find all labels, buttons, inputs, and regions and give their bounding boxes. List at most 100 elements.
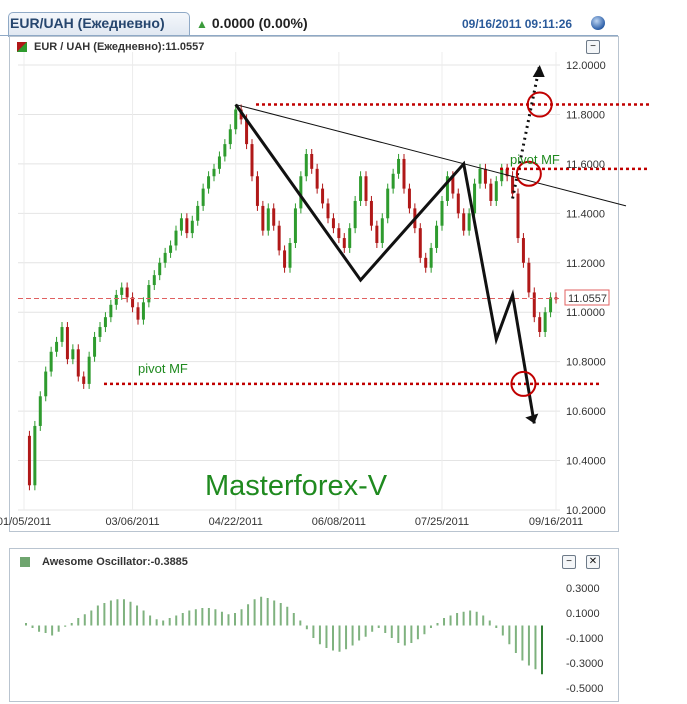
- candle: [217, 156, 221, 169]
- x-tick-label: 01/05/2011: [0, 516, 51, 528]
- oscillator-close-button[interactable]: ✕: [586, 555, 600, 569]
- oscillator-bars: [25, 596, 543, 675]
- candle: [136, 307, 140, 320]
- y-tick-label: 12.0000: [566, 60, 606, 72]
- candle: [196, 205, 200, 221]
- candle: [87, 356, 91, 384]
- x-axis-labels: 01/05/2011 03/06/2011 04/22/2011 06/08/2011…: [0, 516, 583, 528]
- candle: [478, 168, 482, 184]
- candle: [386, 188, 390, 219]
- price-tag-box: [564, 289, 610, 306]
- candle: [315, 168, 319, 189]
- candle: [516, 193, 520, 239]
- price-change: ▲ 0.0000 (0.00%): [196, 15, 308, 31]
- y-tick-label: 11.0000: [566, 307, 605, 319]
- candle: [364, 176, 368, 201]
- candle: [272, 208, 276, 226]
- zigzag-wave: [234, 103, 536, 424]
- candle: [397, 158, 401, 174]
- candle: [473, 183, 477, 214]
- candle: [185, 218, 189, 234]
- globe-icon[interactable]: [591, 16, 605, 30]
- candle: [55, 341, 59, 352]
- candle: [549, 297, 553, 313]
- watermark: Masterforex-V: [205, 470, 388, 502]
- candle: [125, 287, 129, 298]
- oscillator-minimize-button[interactable]: −: [562, 555, 576, 569]
- candle: [158, 262, 162, 276]
- candle: [131, 297, 135, 308]
- y-tick-label: 11.6000: [566, 159, 605, 171]
- candle: [190, 220, 194, 234]
- candle: [277, 225, 281, 251]
- tab-label[interactable]: EUR/UAH (Ежедневно): [10, 15, 165, 31]
- candle: [266, 208, 270, 231]
- y-tick-label: 11.8000: [566, 109, 605, 121]
- oscillator-y-tick: -0.3000: [566, 658, 603, 670]
- oscillator-y-tick: -0.1000: [566, 633, 603, 645]
- candle: [337, 228, 341, 239]
- candle: [418, 228, 422, 258]
- legend-swatch: [17, 42, 27, 52]
- candle: [391, 173, 395, 189]
- y-tick-label: 10.2000: [566, 505, 606, 517]
- tab-eur-uah[interactable]: [8, 12, 190, 37]
- oscillator-y-tick: 0.1000: [566, 608, 600, 620]
- candle: [462, 213, 466, 231]
- candle: [60, 327, 64, 342]
- candle: [49, 351, 53, 372]
- price-tag: 11.0557: [568, 293, 607, 305]
- y-tick-label: 10.4000: [566, 456, 606, 468]
- arrow-head-up: [532, 65, 545, 77]
- candle: [521, 238, 525, 263]
- candle: [288, 243, 292, 268]
- target-circle: [526, 91, 553, 118]
- candle: [435, 225, 439, 248]
- candle: [299, 176, 303, 209]
- candle: [500, 168, 504, 182]
- candle: [120, 287, 124, 295]
- candle: [103, 317, 107, 328]
- candle: [321, 188, 325, 204]
- oscillator-y-labels: 0.3000 0.1000 -0.1000 -0.3000 -0.5000: [566, 583, 603, 695]
- candle: [359, 176, 363, 201]
- candle: [293, 208, 297, 243]
- candle: [38, 396, 42, 426]
- candle: [261, 205, 265, 231]
- candle: [212, 168, 216, 177]
- candle: [234, 109, 238, 130]
- candle: [76, 349, 80, 377]
- timestamp: 09/16/2011 09:11:26: [462, 17, 573, 31]
- main-chart: 12.0000 11.8000 11.6000 11.4000 11.2000 11.00…: [0, 52, 650, 528]
- candle: [174, 230, 178, 246]
- annotations: [18, 64, 650, 424]
- candle: [283, 250, 287, 268]
- candle: [543, 312, 547, 332]
- candle: [179, 218, 183, 231]
- candle: [348, 228, 352, 248]
- oscillator-swatch: [20, 557, 30, 567]
- main-legend: EUR / UAH (Ежедневно):11.0557: [34, 41, 205, 53]
- candle: [147, 285, 151, 303]
- header-divider: [0, 35, 618, 36]
- trend-line: [235, 104, 627, 207]
- candle: [207, 176, 211, 189]
- candle: [152, 275, 156, 286]
- candle: [402, 158, 406, 189]
- candle: [331, 218, 335, 229]
- y-tick-label: 10.8000: [566, 357, 606, 369]
- x-tick-label: 03/06/2011: [105, 516, 159, 528]
- pivot-label-lower: pivot MF: [138, 361, 188, 376]
- candle: [407, 188, 411, 209]
- candle: [429, 247, 433, 268]
- candles: [27, 104, 558, 491]
- candle: [304, 154, 308, 177]
- main-chart-panel: [9, 36, 619, 532]
- main-grid: [18, 52, 560, 511]
- oscillator-legend: Awesome Oscillator:-0.3885: [42, 556, 188, 568]
- minimize-button[interactable]: −: [586, 40, 600, 54]
- x-tick-label: 07/25/2011: [415, 516, 469, 528]
- candle: [228, 129, 232, 145]
- candle: [65, 327, 69, 360]
